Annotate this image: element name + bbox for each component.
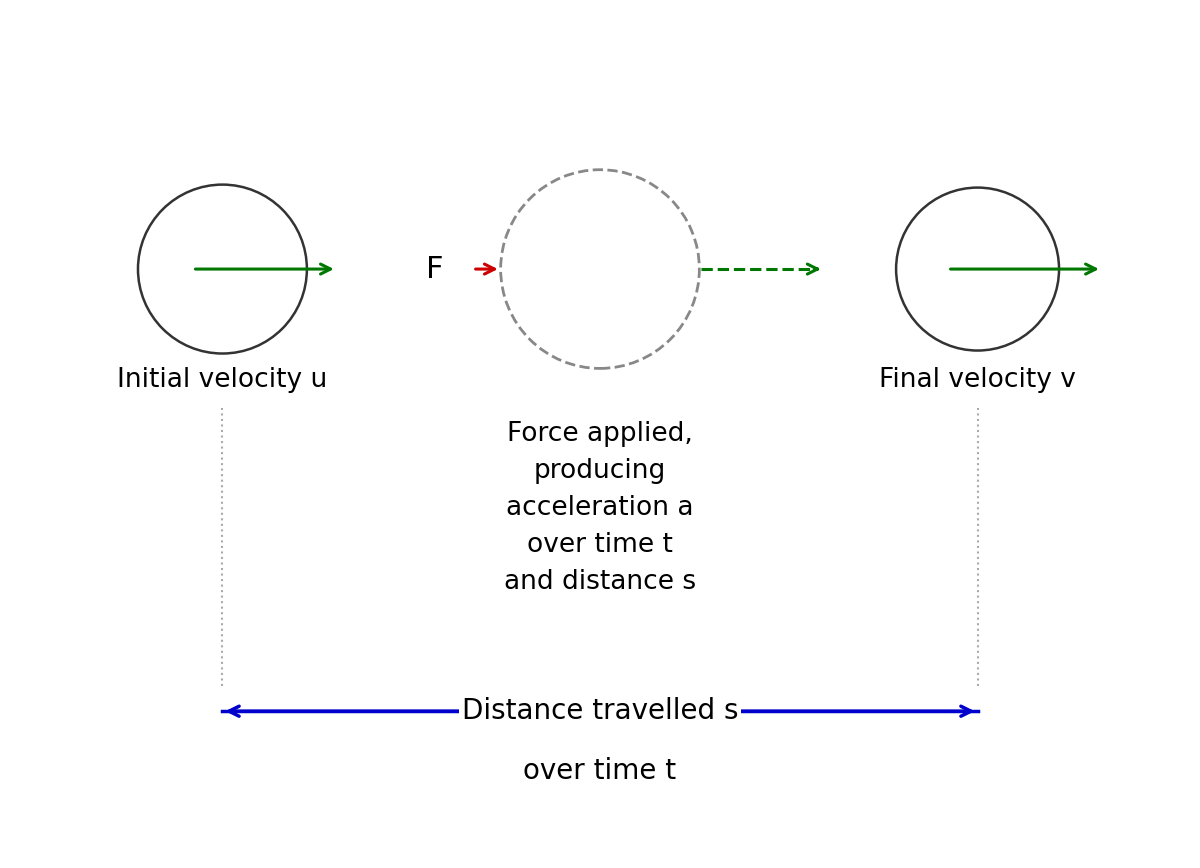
- Text: Final velocity v: Final velocity v: [880, 367, 1076, 393]
- Text: Distance travelled s: Distance travelled s: [462, 697, 738, 726]
- Text: Initial velocity u: Initial velocity u: [118, 367, 328, 393]
- Text: F: F: [426, 254, 443, 284]
- Text: Force applied,
producing
acceleration a
over time t
and distance s: Force applied, producing acceleration a …: [504, 420, 696, 595]
- Text: over time t: over time t: [523, 757, 677, 785]
